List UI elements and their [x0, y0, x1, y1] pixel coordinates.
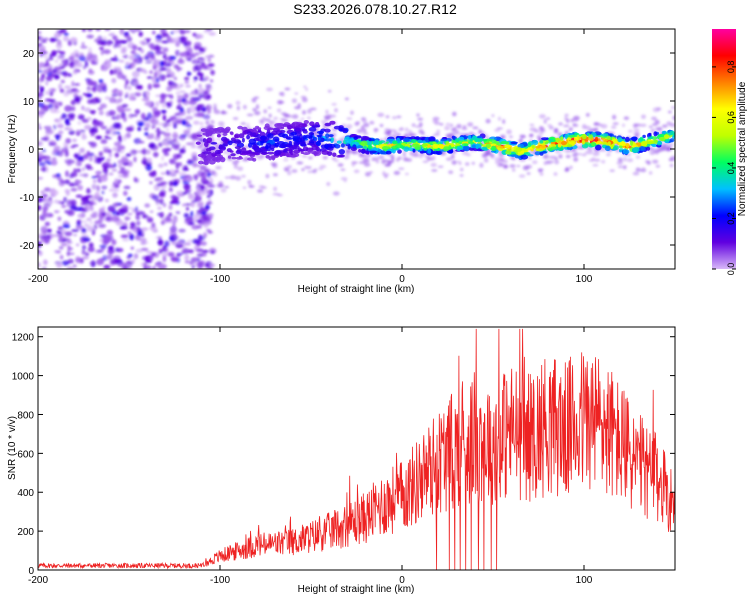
- snr-xtick-label: -200: [28, 575, 48, 586]
- snr-series-line: [38, 328, 675, 570]
- snr-xtick-label: 100: [576, 575, 593, 586]
- spectrogram-ytick-label: -10: [20, 193, 35, 204]
- spectrogram-xtick-label: -100: [210, 274, 230, 285]
- colorbar-tick-label: 0.6: [726, 111, 736, 124]
- spectrogram-xtick-label: -200: [28, 274, 48, 285]
- page-title: S233.2026.078.10.27.R12: [293, 1, 457, 17]
- colorbar-tick-label: 0.4: [726, 162, 736, 175]
- snr-frame: [37, 326, 676, 571]
- spectrogram-ytick-label: -20: [20, 241, 35, 252]
- spectrogram-ytick-label: 10: [23, 97, 35, 108]
- colorbar-tick-label: 0.8: [726, 61, 736, 74]
- spectrogram-xtick-label: 0: [399, 274, 405, 285]
- colorbar: [712, 29, 736, 269]
- spectrogram-ytick-label: 20: [23, 49, 35, 60]
- snr-ytick-label: 1000: [12, 372, 35, 383]
- snr-xtick-label: 0: [399, 575, 405, 586]
- snr-xlabel: Height of straight line (km): [298, 584, 415, 595]
- spectrogram-xtick-label: 100: [576, 274, 593, 285]
- snr-ytick-label: 200: [17, 527, 34, 538]
- spectrogram-ridge: [195, 120, 675, 166]
- spectrogram-xlabel: Height of straight line (km): [298, 284, 415, 295]
- spectrogram-ytick-label: 0: [28, 145, 34, 156]
- spectrogram-ylabel: Frequency (Hz): [7, 115, 18, 184]
- snr-ytick-label: 0: [28, 566, 34, 577]
- snr-ytick-label: 1200: [12, 333, 35, 344]
- snr-xtick-label: -100: [210, 575, 230, 586]
- colorbar-label: Normalized spectral amplitude: [737, 81, 748, 216]
- snr-ytick-label: 600: [17, 449, 34, 460]
- snr-ytick-label: 400: [17, 488, 34, 499]
- snr-ylabel: SNR (10 * v/v): [7, 416, 18, 480]
- colorbar-tick-label: 0.0: [726, 263, 736, 276]
- colorbar-tick-label: 0.2: [726, 212, 736, 225]
- snr-ytick-label: 800: [17, 410, 34, 421]
- spectrogram-noise: [38, 29, 217, 269]
